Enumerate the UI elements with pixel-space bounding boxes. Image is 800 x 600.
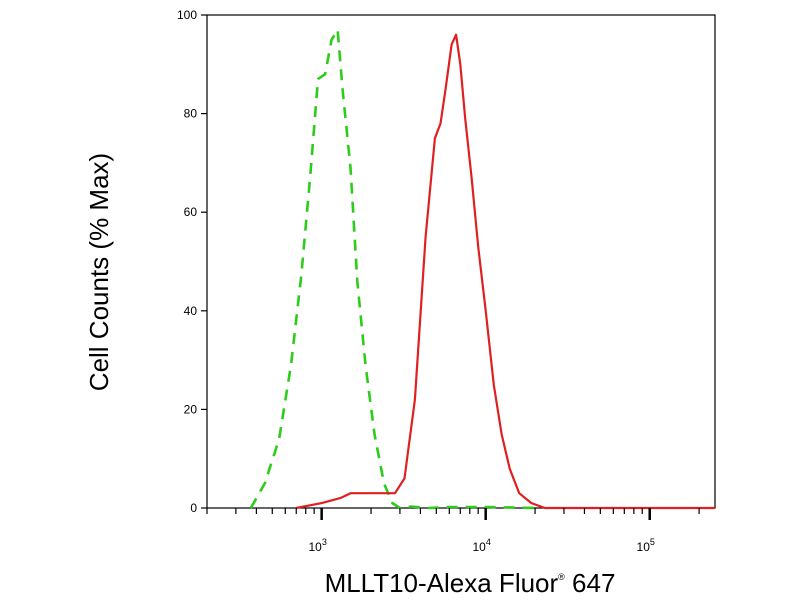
plot-frame (206, 14, 716, 509)
y-axis-title: Cell Counts (% Max) (84, 153, 114, 391)
x-axis-ticks: 103 104 105 (206, 508, 700, 554)
y-tick-label: 60 (184, 205, 198, 219)
x-axis-title: MLLT10-Alexa Fluor® 647 (325, 568, 616, 598)
series-line-1 (249, 28, 536, 510)
y-tick-label: 20 (184, 402, 198, 416)
series-line-2 (295, 33, 715, 510)
x-tick-label: 104 (473, 537, 491, 554)
plot-border (206, 14, 716, 509)
y-tick-label: 0 (190, 501, 197, 515)
y-tick-label: 40 (184, 304, 198, 318)
series-layer (249, 28, 715, 510)
y-axis-ticks: 0 20 40 60 80 100 (177, 8, 207, 515)
x-axis-title-suffix: 647 (565, 568, 616, 598)
x-axis-title-main: MLLT10-Alexa Fluor (325, 568, 559, 598)
x-axis-title-sup: ® (558, 572, 565, 582)
x-tick-label: 105 (637, 537, 655, 554)
y-tick-label: 100 (177, 8, 197, 22)
x-tick-label: 103 (308, 537, 326, 554)
y-tick-label: 80 (184, 107, 198, 121)
